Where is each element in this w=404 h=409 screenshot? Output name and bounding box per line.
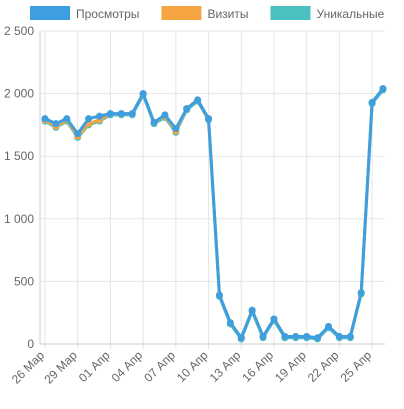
point	[248, 306, 256, 314]
legend-swatch	[30, 6, 70, 20]
y-tick-label: 2 500	[4, 24, 34, 38]
point	[357, 289, 365, 297]
x-tick-label: 22 Апр	[305, 348, 342, 385]
point	[259, 332, 267, 340]
x-tick-label: 26 Мар	[9, 348, 48, 387]
x-tick-label: 25 Апр	[338, 348, 375, 385]
point	[226, 319, 234, 327]
point	[303, 332, 311, 340]
y-tick-label: 500	[14, 274, 34, 288]
point	[96, 112, 104, 120]
point	[335, 332, 343, 340]
legend-label: Просмотры	[76, 7, 139, 21]
legend-swatch	[270, 6, 311, 20]
legend-swatch	[161, 6, 202, 20]
point	[161, 111, 169, 119]
series-line	[44, 87, 385, 341]
point	[172, 125, 180, 133]
y-tick-label: 2 000	[4, 87, 34, 101]
point	[85, 115, 93, 123]
point	[41, 115, 49, 123]
x-tick-label: 29 Мар	[42, 348, 81, 387]
point	[324, 322, 332, 330]
point	[183, 105, 191, 113]
point	[314, 334, 322, 342]
x-tick-label: 19 Апр	[272, 348, 309, 385]
point	[237, 334, 245, 342]
point	[346, 332, 354, 340]
point	[379, 85, 387, 93]
legend-label: Уникальные	[316, 7, 384, 21]
x-tick-label: 04 Апр	[109, 348, 146, 385]
legend-label: Визиты	[207, 7, 248, 21]
point	[270, 315, 278, 323]
point	[139, 90, 147, 98]
point	[281, 332, 289, 340]
x-tick-label: 16 Апр	[239, 348, 276, 385]
x-tick-label: 01 Апр	[76, 348, 113, 385]
x-tick-label: 07 Апр	[141, 348, 178, 385]
point	[52, 120, 60, 128]
point	[106, 110, 114, 118]
point	[368, 98, 376, 106]
point	[205, 115, 213, 123]
y-tick-label: 1 500	[4, 149, 34, 163]
point	[150, 118, 158, 126]
point	[215, 291, 223, 299]
point	[292, 332, 300, 340]
y-tick-label: 1 000	[4, 212, 34, 226]
y-tick-label: 0	[27, 337, 34, 351]
point	[194, 96, 202, 104]
point	[63, 115, 71, 123]
x-tick-label: 10 Апр	[174, 348, 211, 385]
x-tick-label: 13 Апр	[207, 348, 244, 385]
point	[117, 110, 125, 118]
point	[74, 130, 82, 138]
point	[128, 110, 136, 118]
